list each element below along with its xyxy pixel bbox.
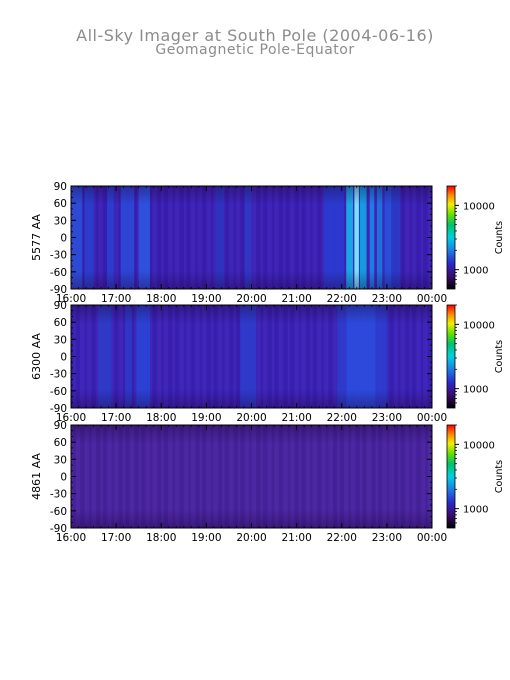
y-tick-label: -60 [50, 386, 67, 398]
colorbar-tick-label: 10000 [463, 440, 495, 451]
x-tick-label: 21:00 [281, 293, 311, 305]
x-tick-label: 00:00 [417, 412, 447, 424]
y-tick-label: 60 [54, 317, 67, 329]
y-tick-label: 90 [54, 420, 67, 432]
y-tick-label: 0 [60, 472, 67, 484]
heatmap-fade [71, 305, 432, 408]
y-tick-label: 30 [54, 215, 67, 227]
y-tick-label: 30 [54, 454, 67, 466]
y-tick-label: -60 [50, 506, 67, 518]
colorbar [446, 185, 456, 290]
y-tick-label: 90 [54, 300, 67, 312]
x-tick-label: 16:00 [56, 412, 86, 424]
colorbar [446, 424, 456, 529]
y-tick-label: 0 [60, 233, 67, 245]
x-tick-label: 16:00 [56, 293, 86, 305]
chart-title: All-Sky Imager at South Pole (2004-06-16… [76, 26, 434, 45]
x-tick-label: 23:00 [372, 532, 402, 544]
x-tick-label: 00:00 [417, 293, 447, 305]
y-tick-label: -30 [50, 250, 67, 262]
chart-subtitle: Geomagnetic Pole-Equator [155, 42, 355, 58]
heatmap-fade [71, 425, 432, 528]
x-tick-label: 18:00 [146, 532, 176, 544]
y-axis-label: 5577 AA [30, 214, 43, 261]
x-tick-label: 17:00 [101, 293, 131, 305]
y-tick-label: -90 [50, 284, 67, 296]
y-tick-label: 90 [54, 181, 67, 193]
x-tick-label: 19:00 [191, 412, 221, 424]
y-tick-label: 60 [54, 437, 67, 449]
x-tick-label: 22:00 [327, 293, 357, 305]
y-tick-label: -30 [50, 369, 67, 381]
x-tick-label: 23:00 [372, 293, 402, 305]
x-tick-label: 19:00 [191, 293, 221, 305]
x-tick-label: 00:00 [417, 532, 447, 544]
colorbar-tick-label: 10000 [463, 201, 495, 212]
x-tick-label: 20:00 [236, 293, 266, 305]
colorbar-tick-label: 10000 [463, 320, 495, 331]
x-tick-label: 18:00 [146, 412, 176, 424]
y-tick-label: 0 [60, 352, 67, 364]
y-tick-label: -60 [50, 267, 67, 279]
y-tick-label: -90 [50, 403, 67, 415]
x-tick-label: 21:00 [281, 532, 311, 544]
colorbar-label: Counts [494, 221, 505, 254]
y-tick-label: -90 [50, 523, 67, 535]
x-tick-label: 20:00 [236, 532, 266, 544]
colorbar-tick-label: 1000 [463, 505, 488, 516]
heatmap-fade [71, 186, 432, 289]
y-axis-label: 6300 AA [30, 333, 43, 380]
x-tick-label: 22:00 [327, 532, 357, 544]
x-tick-label: 23:00 [372, 412, 402, 424]
x-tick-label: 17:00 [101, 532, 131, 544]
x-tick-label: 19:00 [191, 532, 221, 544]
y-axis-label: 4861 AA [30, 453, 43, 500]
x-tick-label: 18:00 [146, 293, 176, 305]
colorbar [446, 304, 456, 409]
x-tick-label: 22:00 [327, 412, 357, 424]
x-tick-label: 21:00 [281, 412, 311, 424]
x-tick-label: 20:00 [236, 412, 266, 424]
y-tick-label: 60 [54, 198, 67, 210]
x-tick-label: 17:00 [101, 412, 131, 424]
x-tick-label: 16:00 [56, 532, 86, 544]
colorbar-tick-label: 1000 [463, 266, 488, 277]
y-tick-label: -30 [50, 489, 67, 501]
colorbar-label: Counts [494, 460, 505, 493]
colorbar-tick-label: 1000 [463, 385, 488, 396]
colorbar-label: Counts [494, 340, 505, 373]
y-tick-label: 30 [54, 334, 67, 346]
